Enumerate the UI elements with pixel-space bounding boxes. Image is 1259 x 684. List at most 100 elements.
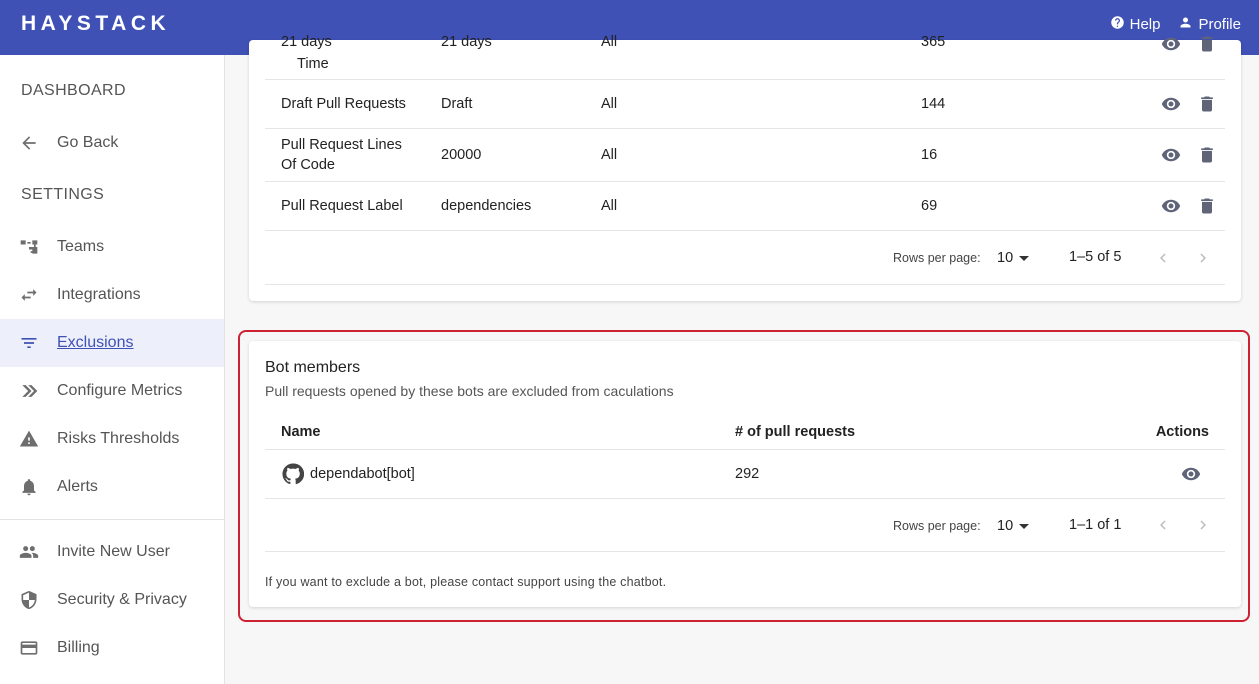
go-back-label: Go Back	[57, 134, 119, 151]
person-icon	[1178, 15, 1193, 34]
sidebar-item-configure-metrics[interactable]: Configure Metrics	[0, 367, 224, 415]
shield-icon	[19, 590, 39, 610]
warning-icon	[19, 429, 39, 449]
table-row: dependabot[bot] 292	[265, 450, 1225, 499]
filter-icon	[19, 333, 39, 353]
next-page-icon[interactable]	[1194, 249, 1212, 270]
row-count: 144	[921, 96, 946, 112]
row-scope: All	[601, 96, 618, 112]
row-count: 69	[921, 198, 938, 214]
row-value: 21 days	[281, 34, 332, 50]
row-name: Draft Pull Requests	[281, 96, 406, 112]
header-actions: Actions	[1155, 424, 1209, 440]
rows-per-page-value: 10	[997, 518, 1014, 534]
sidebar-item-label: Exclusions	[57, 334, 134, 351]
github-icon	[282, 463, 305, 485]
row-count: 365	[921, 34, 946, 50]
rows-per-page-select[interactable]: 10	[997, 518, 1030, 534]
sidebar-item-label: Configure Metrics	[57, 382, 183, 399]
swap-icon	[19, 285, 39, 305]
delete-icon[interactable]	[1197, 34, 1217, 54]
double-chevron-icon	[19, 381, 39, 401]
profile-button[interactable]: Profile	[1178, 15, 1241, 34]
sidebar-item-label: Security & Privacy	[57, 591, 187, 608]
sidebar: DASHBOARD Go Back SETTINGS Teams Integra…	[0, 55, 225, 684]
delete-icon[interactable]	[1197, 94, 1217, 114]
pagination-range: 1–1 of 1	[1069, 517, 1122, 533]
sidebar-divider	[0, 519, 224, 520]
sidebar-item-billing[interactable]: Billing	[0, 624, 224, 672]
table-pagination: Rows per page: 10 1–5 of 5	[265, 231, 1225, 285]
view-icon[interactable]	[1161, 145, 1181, 165]
header-prs: # of pull requests	[735, 424, 856, 440]
settings-heading: SETTINGS	[21, 186, 105, 203]
pagination-range: 1–5 of 5	[1069, 249, 1122, 265]
rows-per-page-label: Rows per page:	[893, 519, 981, 533]
header-name: Name	[281, 424, 321, 440]
sidebar-item-label: Teams	[57, 238, 105, 255]
sidebar-item-label: Risks Thresholds	[57, 430, 180, 447]
sidebar-item-security-privacy[interactable]: Security & Privacy	[0, 576, 224, 624]
sidebar-item-integrations[interactable]: Integrations	[0, 271, 224, 319]
row-value: Draft	[441, 96, 473, 112]
card-title: Bot members	[265, 359, 361, 376]
row-name: Pull Request Label	[281, 198, 403, 214]
row-count: 16	[921, 147, 938, 163]
view-icon[interactable]	[1161, 94, 1181, 114]
row-name: Pull Request Lines Of Code	[281, 137, 402, 173]
sidebar-item-invite-new-user[interactable]: Invite New User	[0, 528, 224, 576]
row-value: 21 days	[441, 34, 492, 50]
sidebar-item-exclusions[interactable]: Exclusions	[0, 319, 224, 367]
prev-page-icon[interactable]	[1154, 516, 1172, 537]
footnote: If you want to exclude a bot, please con…	[265, 575, 667, 589]
table-row: Pull Request Lines Of Code 20000 All 16	[265, 129, 1225, 182]
view-icon[interactable]	[1161, 196, 1181, 216]
sidebar-item-label: Integrations	[57, 286, 141, 303]
dropdown-arrow-icon	[1019, 255, 1030, 261]
go-back-link[interactable]: Go Back	[0, 119, 224, 167]
haystack-logo[interactable]: HAYSTACK	[21, 12, 171, 35]
table-pagination: Rows per page: 10 1–1 of 1	[265, 499, 1225, 552]
prev-page-icon[interactable]	[1154, 249, 1172, 270]
row-value: 20000	[441, 147, 482, 163]
sidebar-item-alerts[interactable]: Alerts	[0, 463, 224, 511]
credit-card-icon	[19, 638, 39, 658]
view-icon[interactable]	[1181, 464, 1201, 484]
arrow-left-icon	[19, 133, 39, 153]
table-header: Name # of pull requests Actions	[265, 414, 1225, 450]
exclusions-card: 21 days Time 21 days All 365 Draft Pull …	[249, 34, 1241, 301]
sidebar-item-label: Billing	[57, 639, 100, 656]
table-row: Pull Request Label dependencies All 69	[265, 182, 1225, 231]
row-value: dependencies	[441, 198, 532, 214]
dashboard-heading[interactable]: DASHBOARD	[21, 82, 126, 99]
view-icon[interactable]	[1161, 34, 1181, 54]
delete-icon[interactable]	[1197, 145, 1217, 165]
row-name: Time	[297, 56, 329, 72]
teams-icon	[19, 237, 39, 257]
people-icon	[19, 542, 39, 562]
row-scope: All	[601, 198, 618, 214]
profile-label: Profile	[1198, 16, 1241, 33]
rows-per-page-label: Rows per page:	[893, 251, 981, 265]
help-icon	[1110, 15, 1125, 34]
sidebar-item-risks-thresholds[interactable]: Risks Thresholds	[0, 415, 224, 463]
help-label: Help	[1129, 16, 1161, 33]
top-nav: Help Profile	[1110, 15, 1241, 34]
bell-icon	[19, 477, 39, 497]
rows-per-page-value: 10	[997, 250, 1014, 266]
sidebar-item-label: Alerts	[57, 478, 98, 495]
row-scope: All	[601, 147, 618, 163]
help-button[interactable]: Help	[1110, 15, 1161, 34]
sidebar-item-label: Invite New User	[57, 543, 170, 560]
row-scope: All	[601, 34, 618, 50]
next-page-icon[interactable]	[1194, 516, 1212, 537]
bot-members-card: Bot members Pull requests opened by thes…	[249, 341, 1241, 607]
sidebar-item-teams[interactable]: Teams	[0, 223, 224, 271]
bot-name: dependabot[bot]	[310, 466, 415, 482]
rows-per-page-select[interactable]: 10	[997, 250, 1030, 266]
table-row: 21 days Time 21 days All 365	[265, 34, 1225, 80]
delete-icon[interactable]	[1197, 196, 1217, 216]
bot-pr-count: 292	[735, 466, 760, 482]
dropdown-arrow-icon	[1019, 523, 1030, 529]
table-row: Draft Pull Requests Draft All 144	[265, 80, 1225, 129]
